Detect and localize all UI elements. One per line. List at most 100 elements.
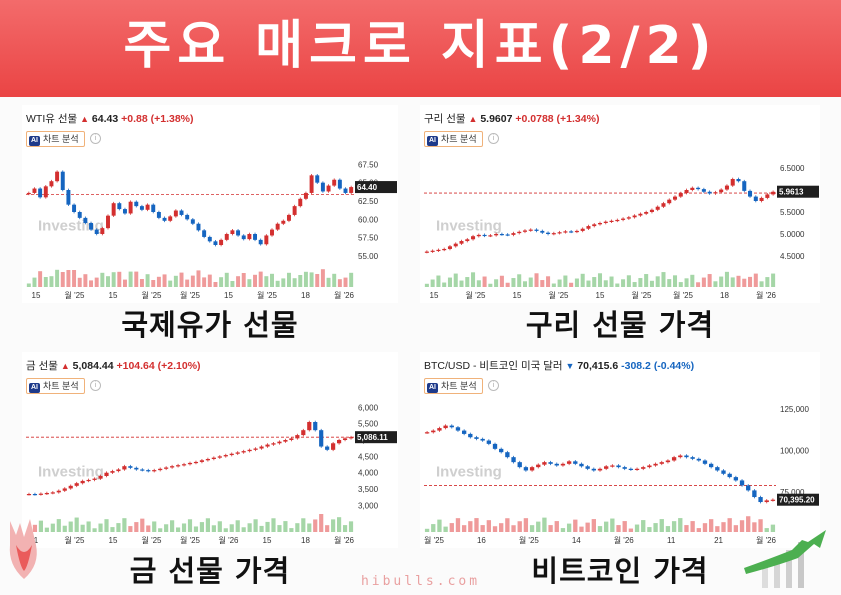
- candle-body: [597, 468, 603, 471]
- x-tick-label: 월 '25: [548, 290, 569, 300]
- volume-bar: [190, 275, 195, 287]
- x-tick-label: 월 '25: [64, 290, 85, 300]
- candle-body: [759, 197, 764, 201]
- x-tick-label: 월 '25: [465, 290, 486, 300]
- volume-bar: [156, 276, 161, 287]
- x-tick-label: 월 '25: [519, 535, 540, 545]
- chart-analysis-button[interactable]: AI 차트 분석: [26, 378, 85, 394]
- volume-bar: [758, 519, 763, 532]
- candle-body: [92, 478, 97, 480]
- candle-body: [60, 171, 65, 190]
- volume-bar: [610, 518, 615, 532]
- volume-bar: [55, 269, 60, 287]
- volume-bar: [283, 521, 288, 532]
- candle-body: [44, 493, 49, 495]
- candle-body: [424, 251, 429, 253]
- volume-bar: [253, 519, 258, 532]
- volume-bar: [343, 277, 348, 287]
- candle-body: [551, 233, 556, 235]
- volume-bar: [145, 274, 150, 287]
- candle-body: [563, 231, 568, 233]
- volume-bar: [342, 525, 348, 532]
- candle-body: [275, 223, 280, 230]
- candle-body: [764, 500, 769, 503]
- candle-body: [461, 430, 467, 434]
- candle-body: [517, 231, 522, 234]
- candle-body: [128, 466, 133, 468]
- volume-bar: [168, 280, 173, 287]
- candle-body: [49, 181, 54, 187]
- candle-body: [213, 241, 218, 245]
- y-tick-label: 5.0000: [780, 230, 805, 239]
- candle-body: [548, 462, 553, 464]
- investing-watermark: Investing: [436, 463, 502, 480]
- candle-body: [431, 430, 436, 433]
- candle-body: [111, 203, 116, 216]
- volume-bar: [86, 521, 91, 532]
- volume-bar: [241, 273, 246, 287]
- candle-body: [522, 230, 528, 232]
- candle-body: [74, 483, 79, 486]
- volume-bar: [551, 283, 556, 287]
- x-tick-label: 월 '25: [180, 535, 201, 545]
- candle-body: [443, 425, 448, 429]
- volume-bar: [281, 278, 286, 287]
- volume-bar: [264, 276, 269, 287]
- volume-bar: [196, 270, 201, 287]
- volume-bar: [739, 520, 745, 532]
- info-icon[interactable]: i: [488, 133, 499, 144]
- volume-bar: [534, 273, 539, 287]
- candle-body: [301, 430, 306, 436]
- candle-body: [145, 204, 150, 210]
- chart-analysis-button[interactable]: AI 차트 분석: [424, 131, 483, 147]
- volume-bar: [719, 276, 724, 287]
- volume-bar: [622, 521, 627, 532]
- volume-bar: [111, 272, 116, 287]
- chart-analysis-button[interactable]: AI 차트 분석: [424, 378, 483, 394]
- candle-body: [187, 462, 193, 465]
- chart-analysis-button[interactable]: AI 차트 분석: [26, 131, 85, 147]
- volume-bar: [224, 272, 229, 287]
- candle-body: [196, 223, 201, 231]
- volume-bar: [574, 278, 579, 287]
- ticker-change: +104.64: [116, 360, 155, 372]
- x-tick-label: 월 '25: [257, 290, 278, 300]
- volume-bar: [517, 274, 522, 287]
- info-icon[interactable]: i: [90, 133, 101, 144]
- candle-body: [68, 485, 73, 489]
- volume-bar: [474, 518, 479, 532]
- candle-body: [122, 209, 127, 214]
- title-banner: 주요 매크로 지표(2/2): [0, 0, 841, 97]
- info-icon[interactable]: i: [488, 380, 499, 391]
- volume-bar: [671, 521, 677, 532]
- volume-bar: [560, 528, 566, 532]
- volume-bar: [68, 521, 73, 532]
- candle-body: [459, 241, 464, 244]
- volume-bar: [175, 527, 181, 532]
- volume-bar: [32, 524, 38, 532]
- volume-bar: [661, 272, 666, 287]
- y-tick-label: 60.00: [358, 215, 379, 224]
- candle-body: [534, 229, 539, 231]
- y-tick-label: 75,000: [780, 488, 805, 497]
- info-icon[interactable]: i: [90, 380, 101, 391]
- candle-body: [529, 467, 535, 471]
- x-tick-label: 15: [109, 536, 118, 545]
- chart-panel-btc: BTC/USD - 비트코인 미국 달러 ▼ 70,415.6 -308.2 (…: [420, 352, 820, 548]
- volume-bar: [465, 277, 470, 287]
- candle-body: [684, 190, 689, 194]
- volume-bar: [128, 271, 133, 287]
- candle-body: [270, 229, 274, 236]
- volume-bar: [721, 522, 726, 532]
- candle-body: [591, 468, 596, 471]
- volume-bar: [597, 526, 603, 532]
- volume-bar: [307, 523, 312, 532]
- volume-bar: [665, 526, 671, 532]
- candle-body: [557, 232, 562, 234]
- volume-bar: [181, 523, 187, 532]
- candle-body: [523, 467, 529, 471]
- candle-body: [736, 179, 741, 182]
- candle-body: [465, 239, 470, 242]
- candle-body: [585, 466, 590, 469]
- volume-bar: [480, 525, 485, 532]
